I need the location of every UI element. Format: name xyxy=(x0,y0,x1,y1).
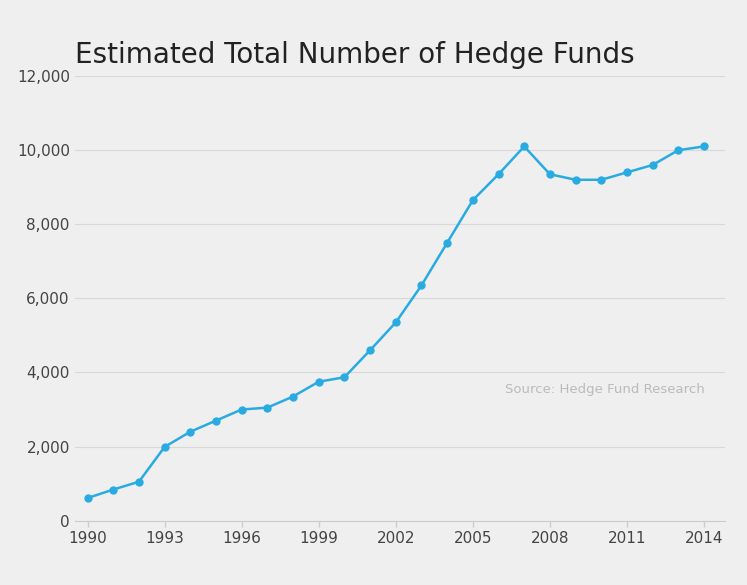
Text: Source: Hedge Fund Research: Source: Hedge Fund Research xyxy=(505,383,705,396)
Text: Estimated Total Number of Hedge Funds: Estimated Total Number of Hedge Funds xyxy=(75,41,634,69)
